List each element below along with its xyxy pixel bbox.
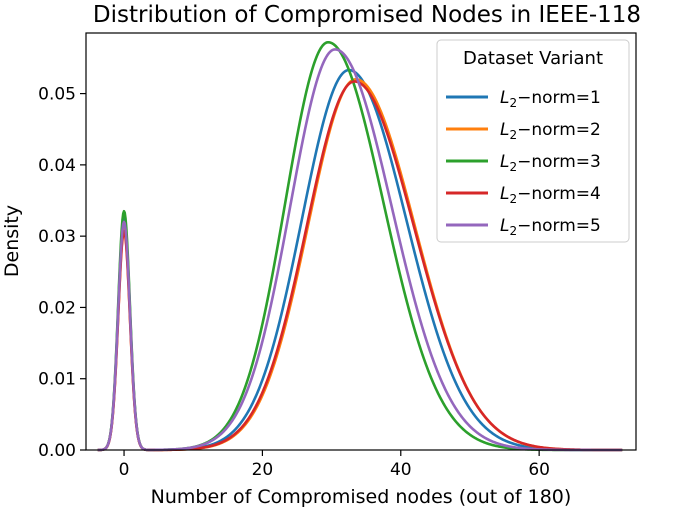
legend-title: Dataset Variant	[463, 48, 603, 69]
legend-label-4: L2−norm=4	[500, 184, 601, 206]
legend-label-2: L2−norm=2	[500, 120, 601, 142]
x-tick-label: 20	[252, 460, 274, 480]
legend-label-3: L2−norm=3	[500, 152, 601, 174]
legend-label-5: L2−norm=5	[500, 216, 601, 238]
x-axis-label: Number of Compromised nodes (out of 180)	[151, 486, 572, 508]
y-tick-label: 0.04	[38, 156, 76, 176]
legend-box	[436, 39, 630, 243]
y-tick-label: 0.00	[38, 441, 76, 461]
plot-frame	[85, 32, 637, 451]
y-tick-label: 0.02	[38, 298, 76, 318]
y-tick-label: 0.05	[38, 85, 76, 105]
legend-label-1: L2−norm=1	[500, 88, 601, 110]
series-line-5	[97, 48, 623, 452]
plot-area	[97, 40, 623, 452]
y-tick-label: 0.01	[38, 370, 76, 390]
x-tick-label: 60	[528, 460, 550, 480]
x-tick-label: 40	[390, 460, 412, 480]
y-tick-label: 0.03	[38, 227, 76, 247]
x-tick-label: 0	[119, 460, 130, 480]
legend-items: L2−norm=1 L2−norm=2 L2−norm=3 L2−norm=4 L2−n…	[446, 88, 601, 238]
y-axis: 0.00 0.01 0.02 0.03 0.04 0.05	[38, 85, 86, 461]
chart-title: Distribution of Compromised Nodes in IEE…	[93, 2, 641, 28]
legend: Dataset Variant L2−norm=1L2−norm=2L2−nor…	[436, 39, 630, 243]
y-axis-label: Density	[1, 205, 23, 277]
x-axis: 0 20 40 60	[119, 450, 550, 480]
